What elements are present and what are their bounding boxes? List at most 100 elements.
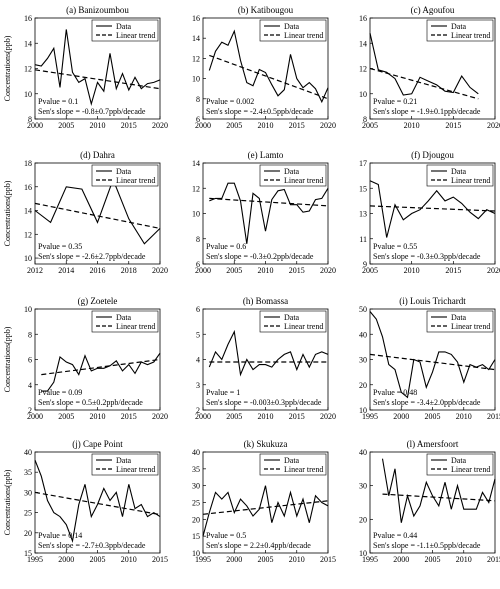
y-tick-label: 15 [359,184,367,193]
x-tick-label: 2015 [289,121,305,130]
x-tick-label: 1995 [195,555,211,564]
x-tick-label: 2005 [425,412,441,421]
x-tick-label: 2015 [289,412,305,421]
x-tick-label: 2015 [445,266,461,275]
y-tick-label: 25 [24,509,32,518]
chart-title: (e) Lamto [248,150,284,160]
pvalue-annotation: Pvalue = 0.1 [38,97,78,106]
chart-title: (c) Agoufou [411,5,455,15]
legend-data-label: Data [284,456,300,465]
x-tick-label: 2000 [27,412,43,421]
x-tick-label: 2010 [258,121,274,130]
x-tick-label: 2010 [404,121,420,130]
y-tick-label: 8 [28,115,32,124]
slope-annotation: Sen's slope = -0.8±0.7ppb/decade [38,107,146,116]
legend-box [91,453,159,476]
data-series-line [208,329,329,377]
pvalue-annotation: Pvalue = 0.35 [38,242,82,251]
y-tick-label: 20 [359,515,367,524]
slope-annotation: Sen's slope = 2.2±0.4ppb/decade [206,541,311,550]
legend-box [259,164,327,187]
y-tick-label: 15 [192,532,200,541]
x-tick-label: 2012 [27,266,43,275]
slope-annotation: Sen's slope = -0.003±0.3ppb/decade [206,398,322,407]
chart-panel-8: (h) Bomassa 2000 2005 2010 2015 2020 2 3 4 5 6 Data… [195,296,336,421]
legend-trend-label: Linear trend [116,176,155,185]
y-tick-label: 8 [363,115,367,124]
slope-annotation: Sen's slope = -1.1±0.5ppb/decade [373,541,481,550]
chart-panel-7: (g) Zoetele Concentrations(ppb) 2000 2005 20… [3,296,168,421]
y-tick-label: 35 [24,468,32,477]
y-tick-label: 12 [359,65,367,74]
x-tick-label: 2005 [362,266,378,275]
y-tick-label: 10 [192,210,200,219]
legend-data-label: Data [451,456,467,465]
x-tick-label: 1995 [27,555,43,564]
chart-panel-12: (l) Amersfoort 1995 2000 2005 2010 2015 10 20 30… [359,439,500,564]
chart-title: (d) Dahra [80,150,115,160]
legend-trend-label: Linear trend [116,31,155,40]
y-tick-label: 12 [24,65,32,74]
y-tick-label: 10 [359,90,367,99]
chart-title: (l) Amersfoort [407,439,459,449]
x-tick-label: 2015 [320,555,336,564]
data-series-line [41,352,161,392]
legend-box [259,310,327,333]
y-tick-label: 40 [359,448,367,457]
chart-panel-2: (b) Katibougou 2000 2005 2010 2015 2020 6 8 10 12… [192,5,336,130]
legend-box [426,453,494,476]
y-tick-label: 2 [28,406,32,415]
y-tick-label: 2 [196,406,200,415]
legend-trend-label: Linear trend [451,322,490,331]
legend-trend-label: Linear trend [451,465,490,474]
y-tick-label: 14 [192,34,200,43]
y-tick-label: 4 [28,381,32,390]
y-tick-label: 10 [24,254,32,263]
x-tick-label: 2014 [58,266,74,275]
y-tick-label: 6 [196,115,200,124]
linear-trend-line [209,197,329,207]
legend-box [426,19,494,42]
y-tick-label: 14 [192,159,200,168]
y-tick-label: 20 [192,515,200,524]
pvalue-annotation: Pvalue = 0.48 [373,388,417,397]
y-tick-label: 5 [196,330,200,339]
x-tick-label: 2010 [404,266,420,275]
linear-trend-line [369,205,496,212]
pvalue-annotation: Pvalue = 1 [206,388,240,397]
linear-trend-line [202,500,329,515]
legend-box [91,164,159,187]
data-series-line [208,29,329,104]
y-tick-label: 8 [196,235,200,244]
y-tick-label: 16 [24,14,32,23]
legend-data-label: Data [284,22,300,31]
y-tick-label: 10 [192,75,200,84]
chart-panel-5: (e) Lamto 2000 2005 2010 2015 2020 6 8 10 12 14 Dat… [192,150,336,275]
x-tick-label: 2000 [195,121,211,130]
legend-box [91,19,159,42]
y-tick-label: 10 [192,549,200,558]
data-series-line [202,485,329,537]
chart-panel-1: (a) Banizoumbou Concentrations(ppb) 2000 20… [3,5,168,130]
legend-trend-label: Linear trend [451,176,490,185]
y-tick-label: 6 [196,260,200,269]
x-tick-label: 2018 [121,266,137,275]
legend-box [426,310,494,333]
pvalue-annotation: Pvalue = 0.44 [373,531,417,540]
slope-annotation: Sen's slope = -3.4±2.0ppb/decade [373,398,481,407]
x-tick-label: 2016 [90,266,106,275]
x-tick-label: 2000 [226,555,242,564]
linear-trend-line [209,54,329,100]
x-tick-label: 2020 [320,412,336,421]
linear-trend-line [369,353,496,371]
y-tick-label: 30 [359,356,367,365]
y-tick-label: 40 [359,330,367,339]
y-tick-label: 35 [192,465,200,474]
y-tick-label: 50 [359,305,367,314]
legend-trend-label: Linear trend [284,31,323,40]
slope-annotation: Sen's slope = -0.3±0.2ppb/decade [206,252,314,261]
x-tick-label: 2015 [445,121,461,130]
x-tick-label: 2000 [195,412,211,421]
y-tick-label: 17 [359,159,367,168]
